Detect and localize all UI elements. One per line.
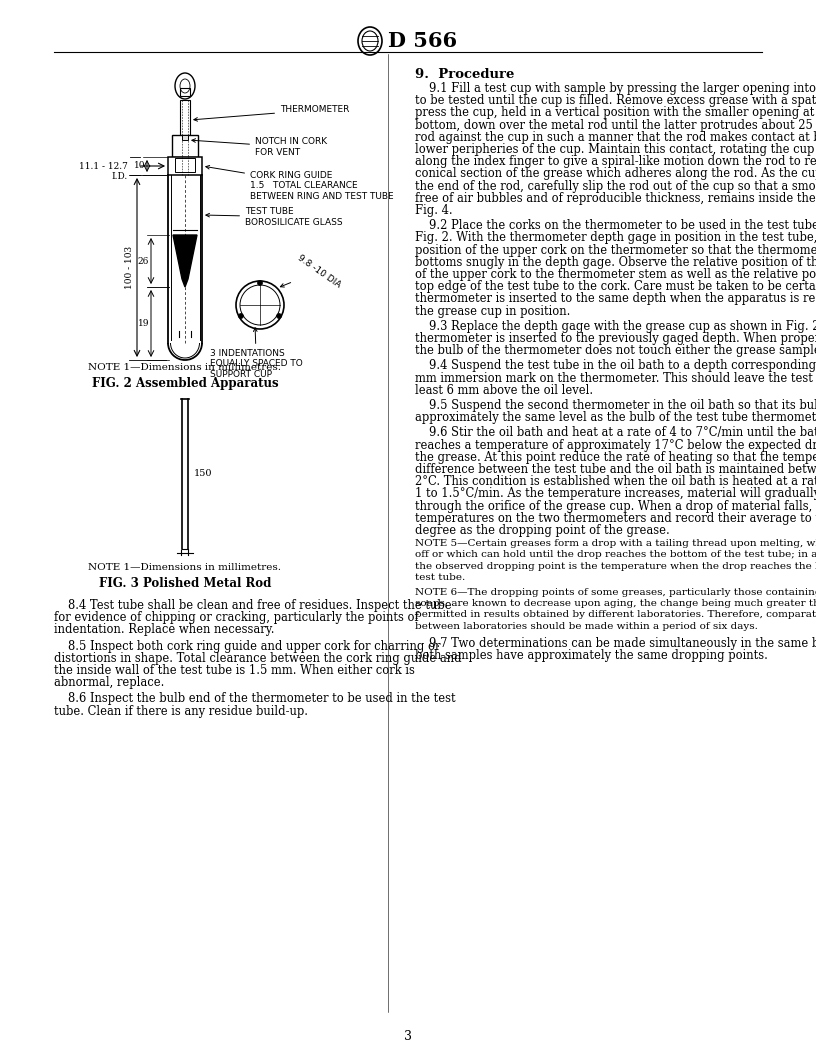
Text: 1 to 1.5°C/min. As the temperature increases, material will gradually protrude: 1 to 1.5°C/min. As the temperature incre… [415, 488, 816, 501]
Text: tube. Clean if there is any residue build-up.: tube. Clean if there is any residue buil… [54, 704, 308, 718]
Text: off or which can hold until the drop reaches the bottom of the test tube; in any: off or which can hold until the drop rea… [415, 550, 816, 560]
Polygon shape [173, 235, 197, 287]
Text: TEST TUBE
BOROSILICATE GLASS: TEST TUBE BOROSILICATE GLASS [206, 207, 343, 227]
Text: 9.1 Fill a test cup with sample by pressing the larger opening into the grease: 9.1 Fill a test cup with sample by press… [429, 82, 816, 95]
FancyBboxPatch shape [180, 88, 190, 96]
Text: 9.4 Suspend the test tube in the oil bath to a depth corresponding to the 76: 9.4 Suspend the test tube in the oil bat… [429, 359, 816, 373]
Circle shape [238, 314, 243, 319]
Text: FIG. 2 Assembled Apparatus: FIG. 2 Assembled Apparatus [91, 377, 278, 390]
Text: the bulb of the thermometer does not touch either the grease sample or the cup.: the bulb of the thermometer does not tou… [415, 344, 816, 357]
Text: to be tested until the cup is filled. Remove excess grease with a spatula. Gentl: to be tested until the cup is filled. Re… [415, 94, 816, 108]
Text: the observed dropping point is the temperature when the drop reaches the bottom : the observed dropping point is the tempe… [415, 562, 816, 570]
Ellipse shape [358, 27, 382, 55]
Circle shape [258, 281, 263, 285]
Text: D 566: D 566 [388, 31, 457, 51]
Text: 19: 19 [138, 319, 149, 327]
Ellipse shape [175, 73, 195, 99]
FancyBboxPatch shape [168, 157, 202, 175]
Text: position of the upper cork on the thermometer so that the thermometer bulb: position of the upper cork on the thermo… [415, 244, 816, 257]
Text: 9.  Procedure: 9. Procedure [415, 68, 514, 81]
Text: 100 - 103: 100 - 103 [125, 245, 134, 288]
Text: 11.1 - 12.7
I.D.: 11.1 - 12.7 I.D. [79, 162, 128, 182]
Text: the grease cup in position.: the grease cup in position. [415, 304, 570, 318]
Text: approximately the same level as the bulb of the test tube thermometer.: approximately the same level as the bulb… [415, 411, 816, 425]
Text: 9.7 Two determinations can be made simultaneously in the same bath, provided: 9.7 Two determinations can be made simul… [429, 637, 816, 649]
Text: 9.2 Place the corks on the thermometer to be used in the test tube as shown in: 9.2 Place the corks on the thermometer t… [429, 220, 816, 232]
Text: temperatures on the two thermometers and record their average to the nearest: temperatures on the two thermometers and… [415, 512, 816, 525]
Text: for evidence of chipping or cracking, particularly the points of: for evidence of chipping or cracking, pa… [54, 611, 419, 624]
FancyBboxPatch shape [175, 158, 195, 172]
Text: of the upper cork to the thermometer stem as well as the relative position of th: of the upper cork to the thermometer ste… [415, 268, 816, 281]
Text: 8.4 Test tube shall be clean and free of residues. Inspect the tube: 8.4 Test tube shall be clean and free of… [68, 599, 451, 612]
Text: difference between the test tube and the oil bath is maintained between 1 and: difference between the test tube and the… [415, 463, 816, 476]
Circle shape [277, 314, 282, 319]
Text: 10: 10 [134, 162, 145, 170]
Text: both samples have approximately the same dropping points.: both samples have approximately the same… [415, 649, 768, 662]
Text: 3 INDENTATIONS
EQUALLY SPACED TO
SUPPORT CUP: 3 INDENTATIONS EQUALLY SPACED TO SUPPORT… [210, 327, 303, 379]
Text: degree as the dropping point of the grease.: degree as the dropping point of the grea… [415, 524, 670, 538]
Ellipse shape [362, 31, 378, 51]
Text: NOTE 1—Dimensions in millimetres.: NOTE 1—Dimensions in millimetres. [88, 563, 282, 572]
Text: 26: 26 [138, 257, 149, 265]
Text: THERMOMETER: THERMOMETER [194, 106, 349, 121]
Text: between laboratories should be made within a period of six days.: between laboratories should be made with… [415, 622, 758, 630]
Text: 8.5 Inspect both cork ring guide and upper cork for charring or: 8.5 Inspect both cork ring guide and upp… [68, 640, 441, 653]
Text: soaps, are known to decrease upon aging, the change being much greater than the : soaps, are known to decrease upon aging,… [415, 599, 816, 608]
Text: 9.6 Stir the oil bath and heat at a rate of 4 to 7°C/min until the bath: 9.6 Stir the oil bath and heat at a rate… [429, 427, 816, 439]
Text: the end of the rod, carefully slip the rod out of the cup so that a smooth film,: the end of the rod, carefully slip the r… [415, 180, 816, 192]
Circle shape [236, 281, 284, 329]
Text: test tube.: test tube. [415, 572, 465, 582]
Text: 2°C. This condition is established when the oil bath is heated at a rate of abou: 2°C. This condition is established when … [415, 475, 816, 488]
Text: thermometer is inserted to the previously gaged depth. When properly inserted,: thermometer is inserted to the previousl… [415, 332, 816, 345]
Text: least 6 mm above the oil level.: least 6 mm above the oil level. [415, 383, 593, 397]
Text: rod against the cup in such a manner that the rod makes contact at both upper an: rod against the cup in such a manner tha… [415, 131, 816, 144]
Text: NOTCH IN CORK
FOR VENT: NOTCH IN CORK FOR VENT [192, 137, 327, 156]
Text: CORK RING GUIDE
1.5   TOTAL CLEARANCE
BETWEEN RING AND TEST TUBE: CORK RING GUIDE 1.5 TOTAL CLEARANCE BETW… [206, 166, 393, 201]
FancyBboxPatch shape [180, 100, 190, 135]
Text: along the index finger to give a spiral-like motion down the rod to remove a: along the index finger to give a spiral-… [415, 155, 816, 168]
Text: NOTE 1—Dimensions in millimetres.: NOTE 1—Dimensions in millimetres. [88, 363, 282, 372]
Text: 8.6 Inspect the bulb end of the thermometer to be used in the test: 8.6 Inspect the bulb end of the thermome… [68, 693, 455, 705]
Text: bottom, down over the metal rod until the latter protrudes about 25 mm. Press th: bottom, down over the metal rod until th… [415, 118, 816, 132]
Text: thermometer is inserted to the same depth when the apparatus is reassembled with: thermometer is inserted to the same dept… [415, 293, 816, 305]
FancyBboxPatch shape [172, 135, 198, 157]
Text: the grease. At this point reduce the rate of heating so that the temperature: the grease. At this point reduce the rat… [415, 451, 816, 464]
Text: 150: 150 [194, 470, 212, 478]
Text: the inside wall of the test tube is 1.5 mm. When either cork is: the inside wall of the test tube is 1.5 … [54, 664, 415, 677]
Text: top edge of the test tube to the cork. Care must be taken to be certain that the: top edge of the test tube to the cork. C… [415, 280, 816, 294]
Circle shape [240, 285, 280, 325]
Text: indentation. Replace when necessary.: indentation. Replace when necessary. [54, 623, 274, 637]
Text: Fig. 4.: Fig. 4. [415, 204, 453, 216]
Text: NOTE 6—The dropping points of some greases, particularly those containing simple: NOTE 6—The dropping points of some greas… [415, 588, 816, 597]
Text: 9.8 -10 DIA: 9.8 -10 DIA [281, 252, 343, 289]
Text: permitted in results obtained by different laboratories. Therefore, comparative : permitted in results obtained by differe… [415, 610, 816, 620]
Text: press the cup, held in a vertical position with the smaller opening at the: press the cup, held in a vertical positi… [415, 107, 816, 119]
Text: 9.3 Replace the depth gage with the grease cup as shown in Fig. 2 so that the: 9.3 Replace the depth gage with the grea… [429, 320, 816, 333]
Text: distortions in shape. Total clearance between the cork ring guide and: distortions in shape. Total clearance be… [54, 652, 462, 665]
Text: NOTE 5—Certain greases form a drop with a tailing thread upon melting, which can: NOTE 5—Certain greases form a drop with … [415, 540, 816, 548]
Text: conical section of the grease which adheres along the rod. As the cup approaches: conical section of the grease which adhe… [415, 168, 816, 181]
Text: 3: 3 [404, 1030, 412, 1043]
Text: mm immersion mark on the thermometer. This should leave the test tube rim at: mm immersion mark on the thermometer. Th… [415, 372, 816, 384]
Text: reaches a temperature of approximately 17°C below the expected dropping point of: reaches a temperature of approximately 1… [415, 438, 816, 452]
FancyBboxPatch shape [182, 135, 188, 140]
Text: through the orifice of the grease cup. When a drop of material falls, note the: through the orifice of the grease cup. W… [415, 499, 816, 512]
Text: Fig. 2. With the thermometer depth gage in position in the test tube, adjust the: Fig. 2. With the thermometer depth gage … [415, 231, 816, 244]
Text: free of air bubbles and of reproducible thickness, remains inside the cup. See: free of air bubbles and of reproducible … [415, 192, 816, 205]
Text: bottoms snugly in the depth gage. Observe the relative position of the top edge: bottoms snugly in the depth gage. Observ… [415, 256, 816, 269]
Text: abnormal, replace.: abnormal, replace. [54, 676, 164, 690]
Text: lower peripheries of the cup. Maintain this contact, rotating the cup on the rod: lower peripheries of the cup. Maintain t… [415, 143, 816, 156]
Text: FIG. 3 Polished Metal Rod: FIG. 3 Polished Metal Rod [99, 577, 271, 590]
Text: 9.5 Suspend the second thermometer in the oil bath so that its bulb is at: 9.5 Suspend the second thermometer in th… [429, 399, 816, 412]
